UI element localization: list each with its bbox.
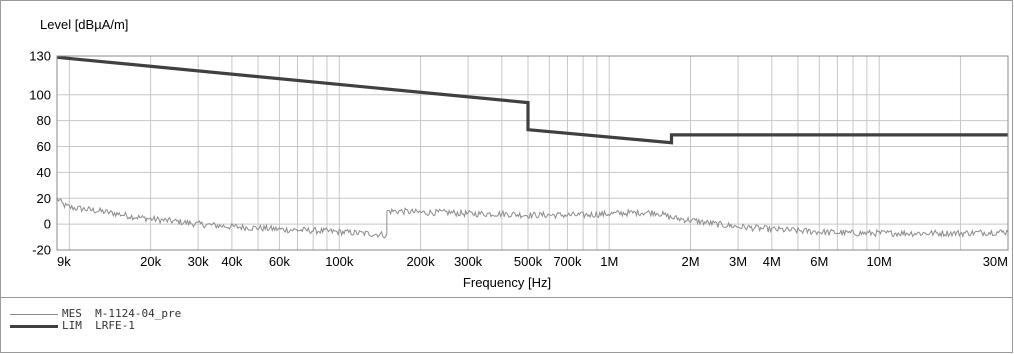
y-tick-label: 80 — [37, 113, 51, 128]
x-tick-label: 300k — [454, 254, 483, 269]
x-tick-label: 10M — [867, 254, 892, 269]
y-tick-label: 20 — [37, 191, 51, 206]
legend-label-lim: LRFE-1 — [95, 319, 135, 332]
x-tick-label: 3M — [729, 254, 747, 269]
legend-label-mes: M-1124-04_pre — [95, 307, 182, 320]
x-tick-label: 500k — [514, 254, 543, 269]
tick-label-layer: 130 100 80 60 40 20 0 -20 9k 20k 30k 40k 60k 100k 200k… — [29, 49, 1008, 270]
x-tick-label: 2M — [681, 254, 699, 269]
x-tick-label: 4M — [763, 254, 781, 269]
series-line-mes — [56, 197, 1009, 239]
series-layer — [56, 55, 1009, 239]
x-tick-label: 20k — [140, 254, 161, 269]
x-tick-label: 30k — [188, 254, 209, 269]
grid-layer — [56, 55, 1009, 251]
legend-swatch-lim — [10, 325, 58, 328]
plot-border — [56, 55, 1009, 251]
legend-separator — [0, 297, 1013, 298]
series-line-lim — [56, 55, 1008, 145]
x-tick-label: 200k — [406, 254, 435, 269]
x-tick-label: 40k — [221, 254, 242, 269]
legend-tag-lim: LIM — [62, 319, 82, 332]
y-tick-label: -20 — [32, 243, 51, 258]
emc-level-chart: 130 100 80 60 40 20 0 -20 9k 20k 30k 40k 60k 100k 200k… — [29, 49, 1009, 270]
x-tick-label: 30M — [983, 254, 1008, 269]
x-tick-label: 60k — [269, 254, 290, 269]
x-tick-label: 6M — [810, 254, 828, 269]
x-tick-label: 100k — [325, 254, 354, 269]
x-tick-label: 700k — [553, 254, 582, 269]
x-tick-label: 1M — [600, 254, 618, 269]
y-tick-label: 0 — [44, 217, 51, 232]
y-tick-label: 100 — [29, 87, 51, 102]
legend-tag-mes: MES — [62, 307, 82, 320]
legend-swatch-mes — [10, 314, 58, 315]
y-tick-label: 60 — [37, 139, 51, 154]
y-tick-label: 40 — [37, 165, 51, 180]
y-tick-label: 130 — [29, 49, 51, 64]
x-tick-label: 9k — [57, 254, 71, 269]
y-axis-label: Level [dBµA/m] — [40, 17, 129, 32]
x-axis-label: Frequency [Hz] — [462, 275, 552, 290]
